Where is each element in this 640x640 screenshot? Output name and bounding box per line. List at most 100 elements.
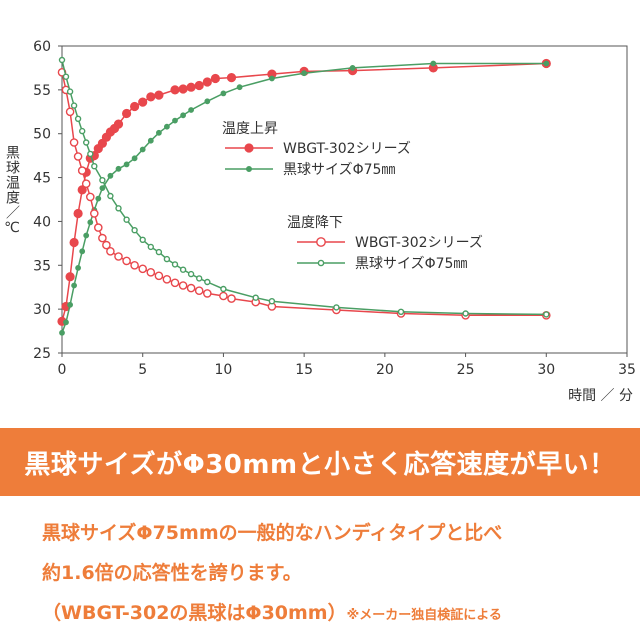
x-tick-label: 15 bbox=[295, 362, 313, 378]
data-point bbox=[87, 150, 94, 158]
data-point bbox=[171, 261, 179, 268]
data-point bbox=[179, 266, 187, 273]
data-point bbox=[69, 237, 79, 248]
data-point bbox=[65, 107, 75, 117]
data-point bbox=[219, 291, 228, 301]
data-point bbox=[268, 298, 276, 305]
headline-text: 黒球サイズがΦ30mmと小さく応答速度が早い！ bbox=[24, 449, 616, 480]
data-point bbox=[123, 216, 130, 223]
legend-marker bbox=[244, 143, 254, 153]
data-point bbox=[155, 248, 163, 256]
data-point bbox=[106, 246, 115, 256]
data-point bbox=[147, 137, 154, 144]
data-point bbox=[122, 108, 132, 119]
data-point bbox=[107, 172, 114, 179]
data-point bbox=[210, 73, 220, 84]
data-point bbox=[430, 60, 437, 67]
data-point bbox=[82, 139, 90, 146]
data-point bbox=[115, 165, 122, 172]
y-tick-label: 50 bbox=[33, 127, 51, 143]
y-tick-label: 25 bbox=[33, 346, 51, 362]
data-point bbox=[123, 161, 130, 168]
y-tick-label: 55 bbox=[33, 83, 51, 99]
data-point bbox=[107, 192, 114, 200]
data-point bbox=[114, 252, 123, 261]
data-point bbox=[252, 294, 259, 301]
data-point bbox=[543, 60, 550, 67]
data-point bbox=[99, 185, 106, 192]
series-line bbox=[61, 59, 547, 316]
data-point bbox=[83, 232, 90, 239]
data-point bbox=[130, 101, 140, 112]
series-2 bbox=[59, 60, 550, 336]
y-axis-label: 黒球温度／℃ bbox=[4, 145, 20, 237]
data-point bbox=[81, 179, 91, 188]
data-point bbox=[162, 274, 172, 284]
data-point bbox=[462, 310, 469, 317]
data-point bbox=[138, 97, 148, 107]
data-point bbox=[187, 270, 195, 278]
data-point bbox=[66, 88, 74, 95]
data-point bbox=[227, 294, 236, 303]
series-1 bbox=[57, 58, 551, 326]
data-point bbox=[75, 264, 81, 271]
description-line-2: 約1.6倍の応答性を誇ります。 bbox=[42, 562, 302, 584]
data-point bbox=[115, 205, 122, 212]
data-point bbox=[226, 73, 237, 83]
data-point bbox=[77, 166, 87, 175]
data-point bbox=[139, 236, 146, 244]
chart-axes: 0 5 10 15 20 25 30 35 25 30 35 40 45 50 55 60 時間 ／ 分 黒球温度… bbox=[4, 39, 636, 404]
data-point bbox=[122, 256, 131, 266]
chart-legend: 温度上昇WBGT-302シリーズ黒球サイズΦ75㎜温度降下WBGT-302シリー… bbox=[216, 117, 501, 275]
data-point bbox=[333, 304, 340, 311]
data-point bbox=[131, 155, 138, 162]
data-point bbox=[98, 233, 107, 243]
legend-title: 温度上昇 bbox=[222, 121, 278, 137]
data-point bbox=[178, 281, 188, 290]
data-point bbox=[77, 185, 87, 195]
y-tick-label: 60 bbox=[33, 39, 51, 55]
data-point bbox=[146, 267, 156, 277]
x-tick-label: 5 bbox=[138, 362, 147, 378]
headline-banner: 黒球サイズがΦ30mmと小さく応答速度が早い！ bbox=[0, 428, 640, 496]
data-point bbox=[154, 271, 164, 281]
series-4 bbox=[58, 56, 550, 318]
data-point bbox=[62, 73, 70, 80]
description-note-main: （WBGT-302の黒球はΦ30mm） bbox=[42, 602, 347, 624]
data-point bbox=[194, 80, 204, 91]
data-point bbox=[79, 248, 86, 255]
data-point bbox=[186, 283, 196, 293]
data-point bbox=[170, 85, 180, 95]
data-point bbox=[102, 240, 111, 250]
data-point bbox=[268, 75, 275, 82]
data-point bbox=[178, 84, 188, 94]
data-point bbox=[69, 138, 79, 147]
description-line-3: （WBGT-302の黒球はΦ30mm）※メーカー独自検証による bbox=[42, 598, 632, 625]
data-point bbox=[87, 219, 94, 226]
series-3 bbox=[57, 68, 551, 320]
x-axis-label: 時間 ／ 分 bbox=[568, 388, 633, 404]
description-line-1: 黒球サイズΦ75mmの一般的なハンディタイプと比べ bbox=[42, 522, 503, 544]
data-point bbox=[130, 260, 139, 270]
data-point bbox=[202, 289, 212, 298]
data-point bbox=[71, 282, 77, 289]
y-tick-label: 40 bbox=[33, 214, 51, 230]
plot-frame bbox=[61, 45, 628, 354]
data-point bbox=[138, 264, 147, 274]
data-point bbox=[91, 162, 98, 170]
data-point bbox=[73, 208, 83, 219]
data-point bbox=[86, 192, 95, 202]
data-point bbox=[74, 115, 82, 123]
data-point bbox=[95, 195, 102, 202]
y-tick-label: 35 bbox=[33, 258, 51, 274]
data-point bbox=[67, 301, 73, 308]
data-point bbox=[397, 308, 405, 315]
data-point bbox=[204, 98, 211, 105]
data-point bbox=[59, 329, 65, 336]
data-point bbox=[220, 90, 227, 97]
data-point bbox=[70, 102, 78, 109]
data-point bbox=[186, 82, 196, 92]
data-point bbox=[131, 226, 138, 234]
